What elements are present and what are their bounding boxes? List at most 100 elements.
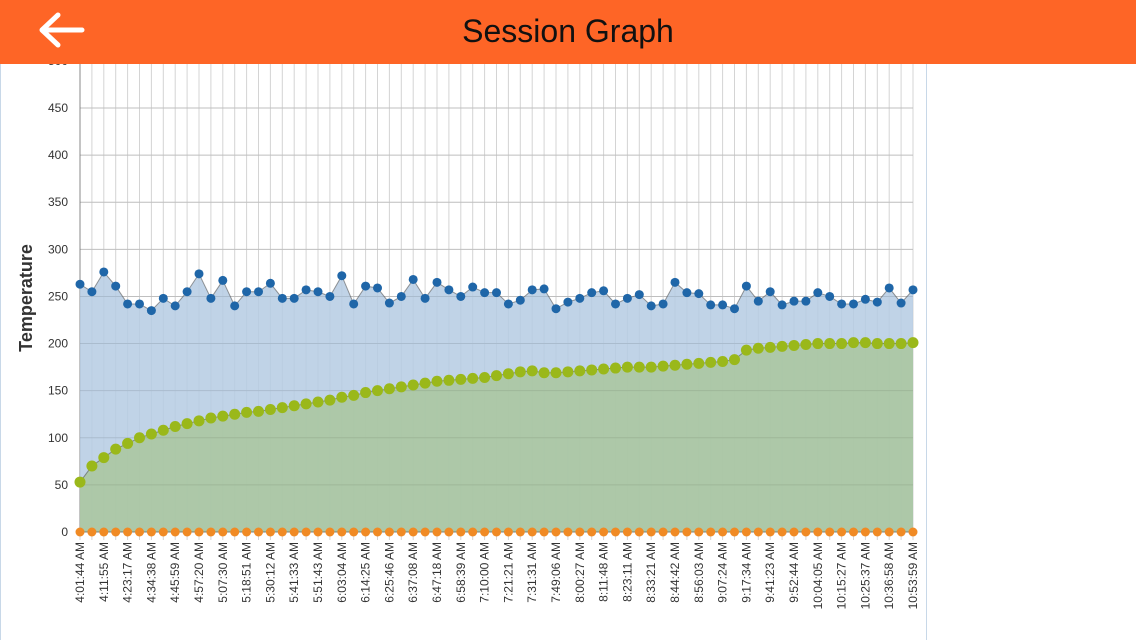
data-point [896, 298, 906, 308]
data-point [646, 527, 656, 537]
data-point [289, 293, 299, 303]
back-button[interactable] [38, 12, 86, 48]
data-point [408, 274, 418, 284]
data-point [265, 278, 275, 288]
data-point [182, 287, 192, 297]
data-point [575, 527, 585, 537]
data-point [789, 527, 799, 537]
data-point [480, 288, 490, 298]
data-point [241, 406, 253, 418]
data-point [503, 299, 513, 309]
data-point [242, 527, 252, 537]
data-point [587, 527, 597, 537]
data-point [372, 385, 383, 397]
data-point [730, 527, 739, 537]
y-axis-title: Temperature [16, 244, 36, 352]
data-point [825, 291, 835, 301]
data-point [812, 338, 824, 350]
x-tick-label: 4:23:17 AM [121, 542, 135, 603]
data-point [622, 293, 632, 303]
data-point [634, 290, 644, 300]
data-point [194, 527, 204, 537]
data-point [157, 424, 169, 436]
data-point [837, 299, 847, 309]
data-point [776, 340, 788, 352]
data-point [849, 299, 858, 309]
data-point [432, 277, 442, 287]
data-point [765, 287, 775, 297]
data-point [146, 527, 156, 537]
data-point [301, 527, 311, 537]
data-point [658, 299, 668, 309]
x-tick-label: 7:21:21 AM [501, 542, 515, 603]
data-point [337, 271, 347, 281]
data-point [706, 527, 716, 537]
data-point [170, 527, 180, 537]
data-point [539, 284, 549, 294]
data-point [420, 293, 430, 303]
data-point [859, 337, 871, 349]
data-point [860, 294, 870, 304]
x-tick-label: 8:11:48 AM [597, 542, 611, 602]
data-point [289, 527, 299, 537]
data-point [860, 527, 870, 537]
x-tick-label: 10:53:59 AM [906, 542, 920, 609]
data-point [456, 527, 466, 537]
data-point [396, 291, 406, 301]
data-point [217, 410, 229, 422]
data-point [361, 281, 371, 291]
data-point [729, 354, 740, 366]
data-point [740, 344, 752, 356]
x-tick-label: 6:25:46 AM [382, 542, 396, 603]
data-point [443, 374, 455, 386]
y-tick-label: 250 [48, 289, 68, 303]
data-point [908, 285, 918, 295]
data-point [669, 359, 681, 371]
data-point [693, 357, 705, 369]
data-point [550, 367, 562, 379]
data-point [407, 379, 419, 391]
data-point [158, 527, 168, 537]
data-point [907, 337, 919, 349]
data-point [599, 286, 609, 296]
data-point [277, 527, 287, 537]
data-point [384, 527, 394, 537]
area-fill [80, 342, 913, 532]
data-point [384, 298, 394, 308]
x-tick-label: 9:41:23 AM [763, 542, 777, 603]
data-point [194, 269, 204, 279]
data-point [574, 365, 586, 377]
x-tick-label: 6:14:25 AM [359, 542, 373, 603]
data-point [514, 366, 526, 378]
data-point [349, 527, 359, 537]
data-point [313, 287, 323, 297]
data-point [87, 287, 97, 297]
data-point [206, 293, 216, 303]
data-point [694, 289, 704, 299]
data-point [420, 527, 430, 537]
data-point [419, 377, 431, 389]
data-point [788, 339, 800, 351]
y-tick-label: 100 [48, 431, 68, 445]
data-point [432, 527, 442, 537]
y-tick-label: 200 [48, 337, 68, 351]
data-point [444, 285, 454, 295]
y-tick-label: 150 [48, 384, 68, 398]
data-point [563, 527, 573, 537]
data-point [98, 452, 110, 464]
data-point [123, 527, 133, 537]
data-point [479, 371, 491, 383]
x-tick-label: 8:56:03 AM [692, 542, 706, 603]
data-point [563, 297, 573, 307]
data-point [682, 288, 692, 298]
data-point [324, 394, 336, 406]
x-tick-label: 9:17:34 AM [739, 542, 753, 603]
data-point [99, 527, 109, 537]
data-point [348, 389, 360, 401]
data-point [872, 527, 882, 537]
data-point [383, 383, 395, 395]
y-tick-label: 50 [55, 478, 69, 492]
data-point [611, 527, 620, 537]
